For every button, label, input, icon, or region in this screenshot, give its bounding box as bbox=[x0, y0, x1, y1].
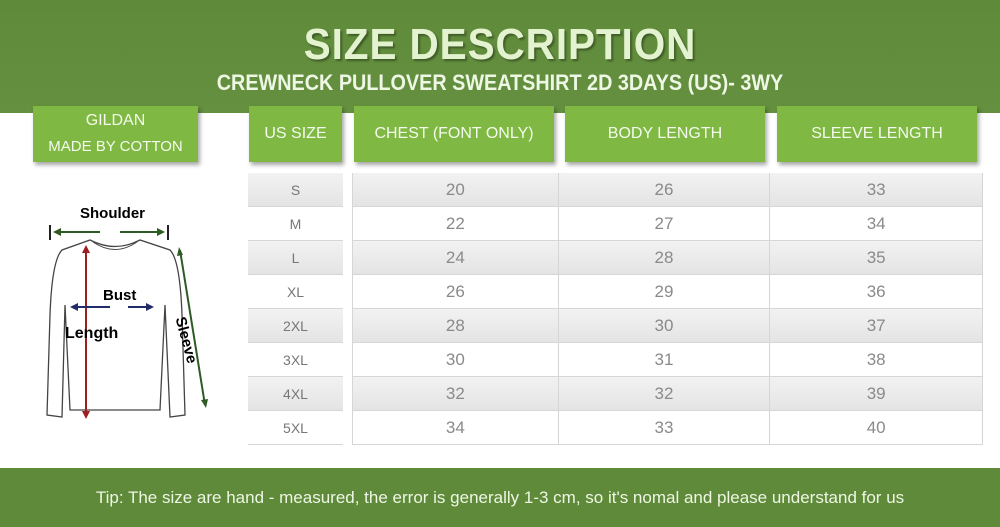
sleeve-length-cell: 35 bbox=[770, 241, 983, 274]
chest-cell: 34 bbox=[353, 411, 559, 444]
body-length-cell: 29 bbox=[559, 275, 771, 308]
header-sleeve-length: SLEEVE LENGTH bbox=[777, 106, 977, 162]
table-row-size: S bbox=[248, 173, 343, 207]
table-row: 26 29 36 bbox=[352, 275, 983, 309]
header-band bbox=[0, 0, 1000, 113]
body-length-cell: 33 bbox=[559, 411, 771, 444]
sleeve-length-cell: 34 bbox=[770, 207, 983, 240]
table-row: 22 27 34 bbox=[352, 207, 983, 241]
table-row: 28 30 37 bbox=[352, 309, 983, 343]
length-label: Length bbox=[65, 325, 119, 342]
chest-cell: 22 bbox=[353, 207, 559, 240]
size-cell: 2XL bbox=[283, 317, 308, 334]
body-length-cell: 30 bbox=[559, 309, 771, 342]
size-cell: S bbox=[290, 181, 301, 198]
body-length-cell: 31 bbox=[559, 343, 771, 376]
table-row: 30 31 38 bbox=[352, 343, 983, 377]
chest-cell: 28 bbox=[353, 309, 559, 342]
body-length-cell: 32 bbox=[559, 377, 771, 410]
header-chest: CHEST (FONT ONLY) bbox=[354, 106, 554, 162]
table-row-size: M bbox=[248, 207, 343, 241]
table-row-size: 4XL bbox=[248, 377, 343, 411]
sleeve-length-cell: 33 bbox=[770, 173, 983, 206]
brand-box: GILDAN MADE BY COTTON bbox=[33, 106, 198, 162]
table-row-size: 5XL bbox=[248, 411, 343, 445]
chest-cell: 30 bbox=[353, 343, 559, 376]
table-row: 32 32 39 bbox=[352, 377, 983, 411]
size-cell: 5XL bbox=[283, 419, 308, 436]
table-row: 24 28 35 bbox=[352, 241, 983, 275]
size-cell: L bbox=[291, 249, 300, 266]
body-length-cell: 27 bbox=[559, 207, 771, 240]
page-title: SIZE DESCRIPTION bbox=[303, 20, 697, 69]
size-cell: 3XL bbox=[283, 351, 308, 368]
size-cell: M bbox=[289, 215, 302, 232]
bust-label: Bust bbox=[103, 287, 137, 304]
table-row-size: 3XL bbox=[248, 343, 343, 377]
header-us-size: US SIZE bbox=[249, 106, 342, 162]
table-row-size: L bbox=[248, 241, 343, 275]
page-subtitle: CREWNECK PULLOVER SWEATSHIRT 2D 3DAYS (U… bbox=[216, 70, 784, 95]
table-row: 20 26 33 bbox=[352, 173, 983, 207]
table-row-size: 2XL bbox=[248, 309, 343, 343]
sleeve-length-cell: 38 bbox=[770, 343, 983, 376]
body-length-cell: 26 bbox=[559, 173, 771, 206]
sleeve-length-cell: 36 bbox=[770, 275, 983, 308]
table-row: 34 33 40 bbox=[352, 411, 983, 445]
table-row-size: XL bbox=[248, 275, 343, 309]
size-cell: 4XL bbox=[283, 385, 308, 402]
chest-cell: 32 bbox=[353, 377, 559, 410]
chest-cell: 24 bbox=[353, 241, 559, 274]
brand-material: MADE BY COTTON bbox=[48, 138, 183, 155]
header-body-length: BODY LENGTH bbox=[565, 106, 765, 162]
footer-tip: Tip: The size are hand - measured, the e… bbox=[0, 468, 1000, 527]
size-cell: XL bbox=[286, 283, 305, 300]
sleeve-length-cell: 40 bbox=[770, 411, 983, 444]
body-length-cell: 28 bbox=[559, 241, 771, 274]
sleeve-length-cell: 39 bbox=[770, 377, 983, 410]
chest-cell: 20 bbox=[353, 173, 559, 206]
brand-name: GILDAN bbox=[85, 112, 146, 129]
chest-cell: 26 bbox=[353, 275, 559, 308]
shoulder-label: Shoulder bbox=[80, 205, 146, 222]
sleeve-length-cell: 37 bbox=[770, 309, 983, 342]
sweatshirt-diagram: Shoulder Bust Length Sleeve bbox=[20, 195, 220, 435]
